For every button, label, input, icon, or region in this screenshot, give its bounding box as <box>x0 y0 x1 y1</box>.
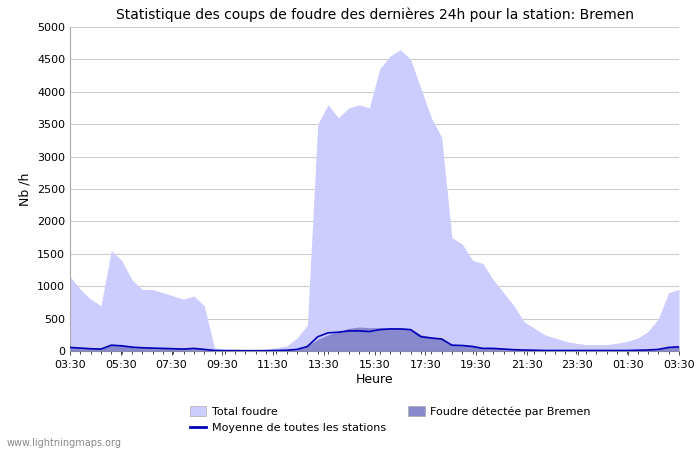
Y-axis label: Nb /h: Nb /h <box>18 172 32 206</box>
Title: Statistique des coups de foudre des dernières 24h pour la station: Bremen: Statistique des coups de foudre des dern… <box>116 7 634 22</box>
Legend: Total foudre, Moyenne de toutes les stations, Foudre détectée par Bremen: Total foudre, Moyenne de toutes les stat… <box>186 402 596 438</box>
X-axis label: Heure: Heure <box>356 373 393 386</box>
Text: www.lightningmaps.org: www.lightningmaps.org <box>7 438 122 448</box>
